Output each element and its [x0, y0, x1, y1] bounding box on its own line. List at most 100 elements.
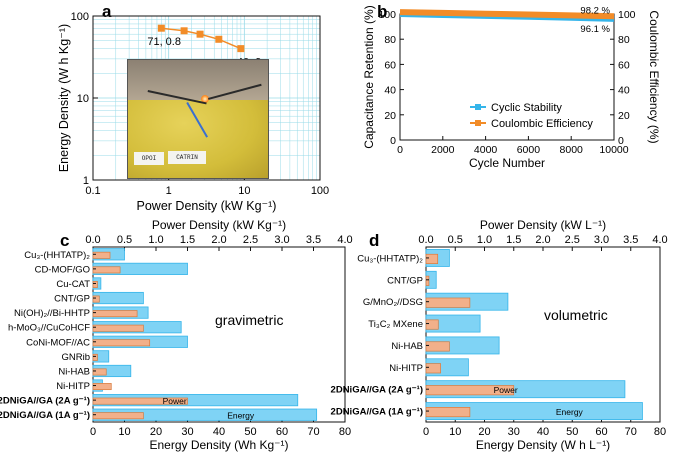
category-label: 2DNiGA//GA (1A g⁻¹): [331, 407, 423, 418]
legend-label-coulombic: Coulombic Efficiency: [491, 118, 593, 130]
x-tick-label-bottom: 40: [537, 426, 549, 438]
power-bar: [425, 253, 439, 264]
x-axis-title-top: Power Density (kW L⁻¹): [480, 218, 606, 232]
power-bar: [425, 407, 471, 418]
panel-label-b: b: [377, 2, 387, 21]
category-label: CoNi-MOF//AC: [26, 337, 90, 348]
y-tick-label-left: 20: [384, 110, 396, 122]
x-tick-label-bottom: 0: [423, 426, 429, 438]
x-tick-label-bottom: 30: [181, 426, 193, 438]
category-label: h-MoO₃//CuCoHCF: [8, 323, 90, 334]
power-bar: [92, 339, 151, 347]
x-tick-label: 2000: [431, 144, 455, 156]
annotation-first-point: 71, 0.8: [147, 36, 181, 48]
power-bar: [92, 397, 188, 405]
x-tick-label: 4000: [474, 144, 498, 156]
x-tick-label-top: 0.5: [448, 234, 463, 246]
x-tick-label-top: 3.0: [594, 234, 609, 246]
ragone-point: [180, 27, 188, 35]
power-bar: [92, 412, 144, 420]
y-tick-label-right: 80: [618, 34, 630, 46]
y-tick-label-right: 0: [618, 135, 624, 147]
x-axis-title: Power Density (kW Kg⁻¹): [137, 199, 277, 213]
x-tick-label-bottom: 50: [566, 426, 578, 438]
category-label: Ni-HAB: [391, 341, 423, 352]
y-tick-label-left: 0: [390, 135, 396, 147]
category-label: Cu₃-(HHTATP)₂: [24, 250, 90, 261]
x-tick-label: 0.1: [85, 185, 100, 197]
x-tick-label: 8000: [560, 144, 584, 156]
x-tick-label-top: 3.5: [306, 234, 321, 246]
x-tick-label-bottom: 70: [307, 426, 319, 438]
power-bar: [92, 251, 111, 259]
x-tick-label: 10: [238, 185, 250, 197]
power-bar: [92, 280, 98, 288]
panel-label-a: a: [102, 2, 112, 21]
y-axis-title-left: Capacitance Retention (%): [362, 5, 376, 148]
category-label: Cu₃-(HHTATP)₂: [357, 253, 423, 264]
x-tick-label-bottom: 40: [213, 426, 225, 438]
x-tick-label-bottom: 10: [118, 426, 130, 438]
photo-label-left: OPOI: [134, 152, 164, 165]
y-axis-title-right: Coulombic Efficiency (%): [647, 10, 661, 143]
x-tick-label-top: 1.5: [506, 234, 521, 246]
x-axis-title: Cycle Number: [469, 156, 545, 170]
x-tick-label: 1: [166, 185, 172, 197]
x-tick-label-bottom: 60: [595, 426, 607, 438]
panel-annotation: gravimetric: [215, 312, 283, 328]
power-bar: [92, 368, 107, 376]
panel-label-d: d: [369, 231, 379, 250]
category-label: GNRib: [61, 352, 90, 363]
panel-c-gravimetric-bars: 0 10 20 30 40 50 60 70 80 0.0 0.5 1.0 1.5 2.0 2.5 3.0 3.…: [0, 218, 353, 452]
x-tick-label-top: 0.0: [418, 234, 433, 246]
panel-annotation: volumetric: [544, 307, 608, 323]
x-tick-label-top: 3.0: [274, 234, 289, 246]
photo-cloth: [128, 100, 268, 178]
x-axis-title-bottom: Energy Density (Wh Kg⁻¹): [149, 438, 288, 452]
x-tick-label: 0: [397, 144, 403, 156]
category-label: Ni-HAB: [58, 366, 90, 377]
x-tick-label-top: 4.0: [652, 234, 667, 246]
y-tick-label-right: 100: [618, 9, 636, 21]
annotation-ce-final: 98.2 %: [580, 5, 610, 16]
energy-bar: [92, 291, 144, 305]
x-tick-label-top: 1.0: [477, 234, 492, 246]
x-tick-label: 6000: [517, 144, 541, 156]
x-tick-label-bottom: 20: [150, 426, 162, 438]
x-tick-label-bottom: 70: [625, 426, 637, 438]
category-label: G/MnO₂//DSG: [363, 297, 423, 308]
x-tick-label-top: 4.0: [337, 234, 352, 246]
power-bar: [92, 295, 100, 303]
inner-label-power: Power: [163, 396, 187, 406]
legend-marker-coulombic: [475, 120, 481, 126]
x-axis-title-bottom: Energy Density (W h L⁻¹): [476, 438, 610, 452]
ragone-point: [237, 45, 245, 53]
x-tick-label-top: 0.5: [117, 234, 132, 246]
y-tick-label-left: 40: [384, 85, 396, 97]
inner-label-power: Power: [494, 385, 518, 395]
x-axis-title-top: Power Density (kW Kg⁻¹): [152, 218, 286, 232]
y-axis-title: Energy Density (W h Kg⁻¹): [57, 24, 71, 172]
x-tick-label: 10000: [599, 144, 628, 156]
x-tick-label: 100: [311, 185, 329, 197]
x-tick-label-bottom: 30: [508, 426, 520, 438]
x-tick-label-top: 1.0: [148, 234, 163, 246]
category-label: CD-MOF/GO: [35, 264, 90, 275]
power-bar: [92, 324, 144, 332]
y-tick-label: 100: [71, 11, 89, 23]
power-bar: [92, 353, 98, 361]
device-photo-inset: OPOI CATRIN: [127, 59, 269, 179]
panel-label-c: c: [60, 231, 69, 250]
x-tick-label-top: 0.0: [85, 234, 100, 246]
photo-bench: [128, 60, 268, 102]
power-bar: [92, 310, 138, 318]
ragone-point: [215, 35, 223, 43]
led-glow-icon: [201, 95, 209, 103]
category-label: Ti₃C₂ MXene: [368, 319, 423, 330]
y-tick-label-left: 60: [384, 59, 396, 71]
x-tick-label-top: 2.5: [243, 234, 258, 246]
ragone-point: [157, 24, 165, 32]
category-label: CNT/GP: [54, 294, 90, 305]
y-tick-label-left: 100: [378, 9, 396, 21]
